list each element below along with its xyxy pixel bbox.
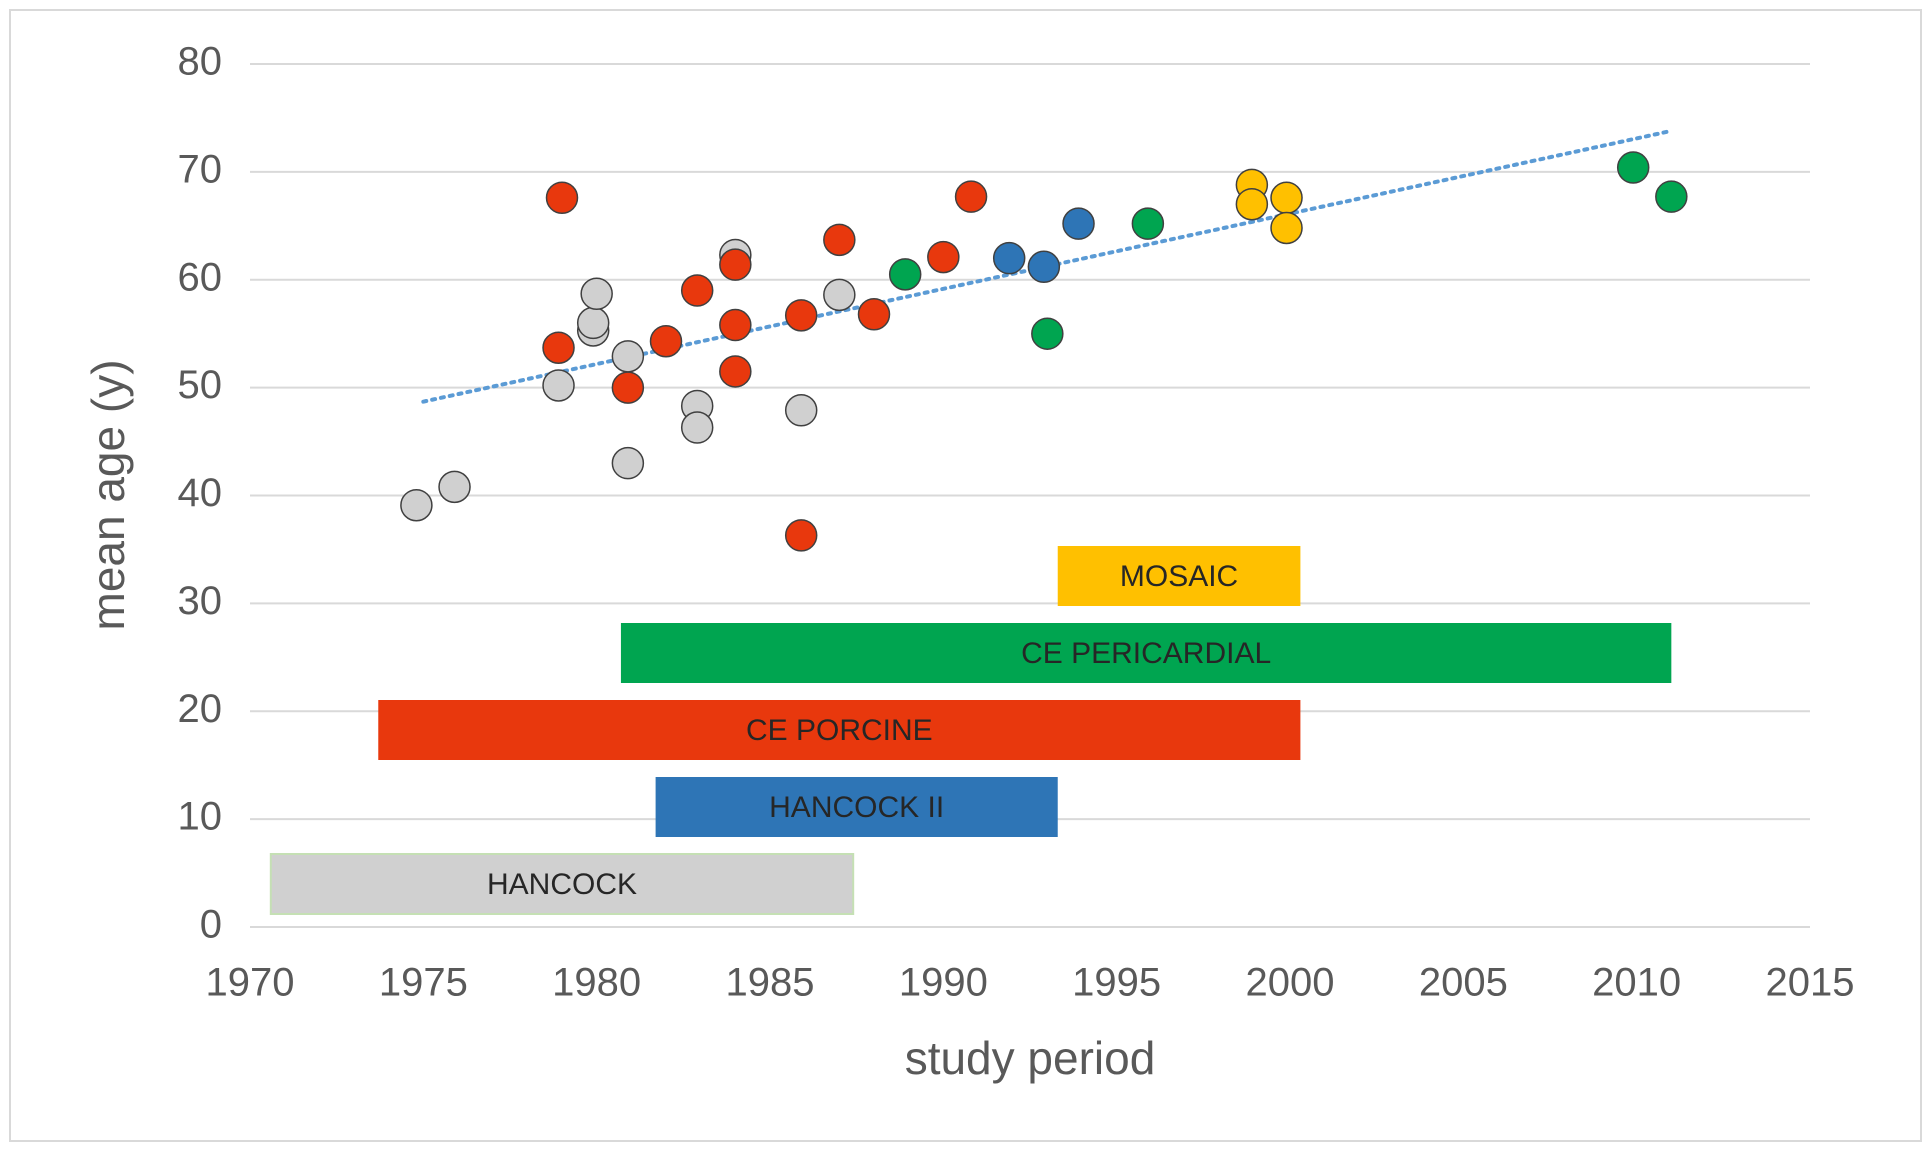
data-point <box>823 223 856 257</box>
data-point <box>1616 151 1650 184</box>
data-point <box>542 369 575 402</box>
y-tick-label: 70 <box>178 147 223 191</box>
y-tick-label: 60 <box>178 255 223 299</box>
x-axis-title: study period <box>905 1032 1156 1084</box>
data-point <box>719 248 752 281</box>
y-tick-label: 20 <box>178 687 223 731</box>
data-point <box>680 274 714 307</box>
y-tick-label: 80 <box>178 40 223 84</box>
data-point <box>857 298 891 331</box>
period-label: CE PERICARDIAL <box>1021 637 1271 670</box>
data-point <box>545 181 579 215</box>
data-point <box>1031 317 1064 350</box>
data-point <box>823 278 856 312</box>
data-point <box>400 488 433 522</box>
data-point <box>611 446 645 480</box>
data-point <box>927 240 960 274</box>
data-point <box>611 371 645 404</box>
data-point <box>784 394 818 427</box>
period-bar <box>620 623 1672 683</box>
data-point <box>784 299 818 332</box>
x-tick-label: 1990 <box>899 961 988 1005</box>
data-point <box>680 411 714 444</box>
data-point <box>888 258 922 291</box>
y-tick-label: 0 <box>200 903 222 947</box>
x-tick-label: 1985 <box>726 961 815 1005</box>
data-point <box>719 355 752 388</box>
period-label: MOSAIC <box>1120 560 1238 593</box>
data-point <box>1655 180 1688 213</box>
x-tick-label: 2010 <box>1592 961 1681 1005</box>
x-tick-label: 1970 <box>206 961 295 1005</box>
data-point <box>1062 207 1095 240</box>
period-bar <box>655 777 1058 837</box>
period-bar <box>269 853 855 915</box>
x-tick-label: 1975 <box>379 961 468 1005</box>
data-point <box>719 308 752 342</box>
y-axis-title: mean age (y) <box>82 359 134 630</box>
x-tick-label: 2000 <box>1246 961 1335 1005</box>
data-point <box>1270 211 1303 245</box>
period-label: HANCOCK II <box>769 791 944 824</box>
x-tick-label: 2005 <box>1419 961 1508 1005</box>
data-point <box>1235 187 1269 221</box>
x-tick-label: 1980 <box>552 961 641 1005</box>
y-tick-label: 50 <box>178 363 223 407</box>
y-tick-label: 10 <box>178 795 223 839</box>
data-point <box>1270 181 1303 215</box>
data-point <box>784 519 818 552</box>
data-point <box>611 340 645 373</box>
period-bar <box>1057 546 1301 606</box>
period-label: CE PORCINE <box>746 714 933 747</box>
data-point <box>438 470 471 504</box>
data-point <box>576 306 610 340</box>
data-point <box>649 324 683 358</box>
y-tick-label: 40 <box>178 471 223 515</box>
data-point <box>542 331 575 364</box>
data-point <box>1131 207 1165 240</box>
y-tick-label: 30 <box>178 579 223 623</box>
x-tick-label: 2015 <box>1766 961 1855 1005</box>
data-point <box>954 180 988 213</box>
data-point <box>580 277 613 311</box>
x-tick-label: 1995 <box>1072 961 1161 1005</box>
data-point <box>992 241 1026 275</box>
period-label: HANCOCK <box>487 868 637 901</box>
data-point <box>1027 250 1061 284</box>
period-bar <box>378 700 1301 760</box>
